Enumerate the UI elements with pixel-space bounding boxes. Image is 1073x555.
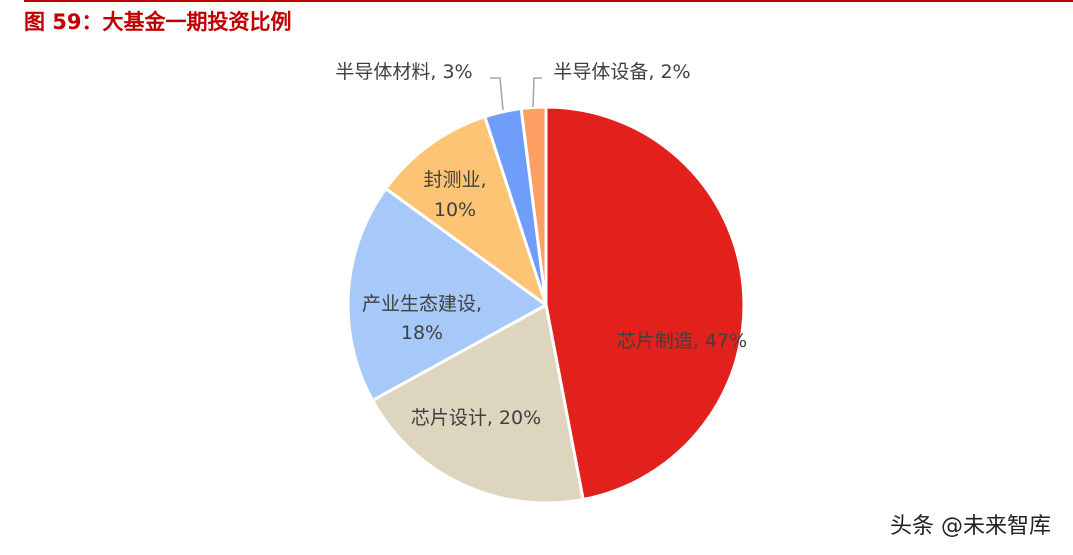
figure-title: 图 59：大基金一期投资比例: [24, 10, 292, 34]
pie-slice-4: [384, 115, 548, 307]
pie-slices: [346, 105, 746, 505]
pie-slice-2: [370, 303, 585, 505]
slice-label-3-line2: 18%: [401, 322, 443, 344]
slice-label-1: 芯片制造, 47%: [617, 330, 747, 352]
title-rule: [24, 0, 1073, 2]
pie-slice-6: [519, 105, 548, 307]
slice-label-6: 半导体设备, 2%: [553, 61, 690, 83]
slice-label-4: 封测业,: [423, 169, 486, 191]
slice-label-4-line2: 10%: [434, 199, 476, 221]
pie-labels: 芯片制造, 47% 芯片设计, 20% 产业生态建设, 18% 封测业, 10% 半导体材料…: [335, 61, 747, 429]
slice-label-5: 半导体材料, 3%: [335, 61, 472, 83]
pie-slice-3: [346, 187, 548, 402]
watermark: 头条 @未来智库: [890, 514, 1051, 539]
leader-line-5: [490, 77, 504, 111]
slice-label-2: 芯片设计, 20%: [411, 407, 541, 429]
leader-line-6: [532, 77, 542, 108]
slice-label-3: 产业生态建设,: [362, 293, 482, 315]
pie-slice-1: [544, 105, 746, 501]
